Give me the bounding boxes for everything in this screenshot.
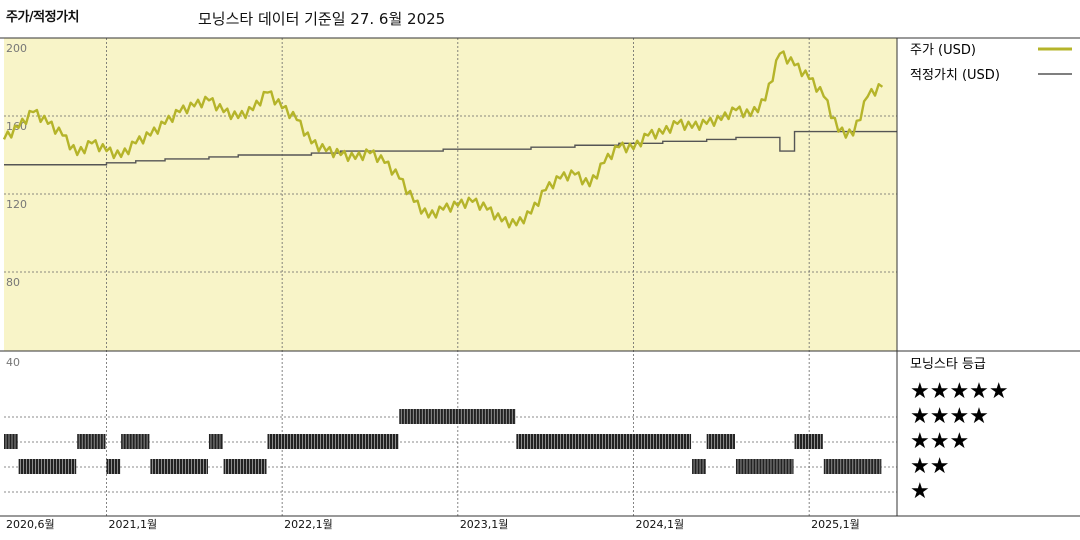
rating-bar [106, 459, 121, 474]
series-lines [2, 50, 897, 229]
y-tick-label: 200 [6, 42, 27, 55]
price-line [2, 50, 884, 229]
rating-bar [692, 459, 706, 474]
rating-legend-title: 모닝스타 등급 [910, 357, 986, 372]
chart-title: 주가/적정가치 [6, 10, 80, 25]
y-tick-label: 120 [6, 198, 27, 211]
chart-frame [0, 37, 1080, 517]
x-tick-label: 2025,1월 [811, 518, 860, 531]
rating-bar [399, 409, 516, 424]
rating-level-3: ★★★ [910, 429, 969, 454]
rating-bar [4, 434, 18, 449]
rating-level-2: ★★ [910, 454, 949, 479]
x-tick-label: 2023,1월 [460, 518, 509, 531]
x-tick-label: 2020,6월 [6, 518, 55, 531]
data-date-label: 모닝스타 데이터 기준일 27. 6월 2025 [198, 10, 446, 28]
x-axis-ticks: 2020,6월 2021,1월 2022,1월 2023,1월 2024,1월 2025,… [6, 518, 860, 531]
rating-level-1: ★ [910, 479, 930, 504]
grid-lines [4, 38, 897, 516]
y-tick-label: 80 [6, 276, 20, 289]
legend-fair-value-label: 적정가치 (USD) [910, 68, 1000, 83]
legend-price-label: 주가 (USD) [910, 43, 976, 58]
x-tick-label: 2022,1월 [284, 518, 333, 531]
fair-value-line [4, 130, 897, 166]
x-tick-label: 2024,1월 [635, 518, 684, 531]
rating-level-4: ★★★★ [910, 404, 989, 429]
rating-bars [4, 409, 882, 474]
rating-bar [223, 459, 267, 474]
rating-bar [267, 434, 399, 449]
rating-bar [208, 434, 223, 449]
x-tick-label: 2021,1월 [108, 518, 157, 531]
price-panel-background [4, 38, 897, 351]
rating-level-5: ★★★★★ [910, 379, 1009, 404]
y-tick-label: 40 [6, 356, 20, 369]
